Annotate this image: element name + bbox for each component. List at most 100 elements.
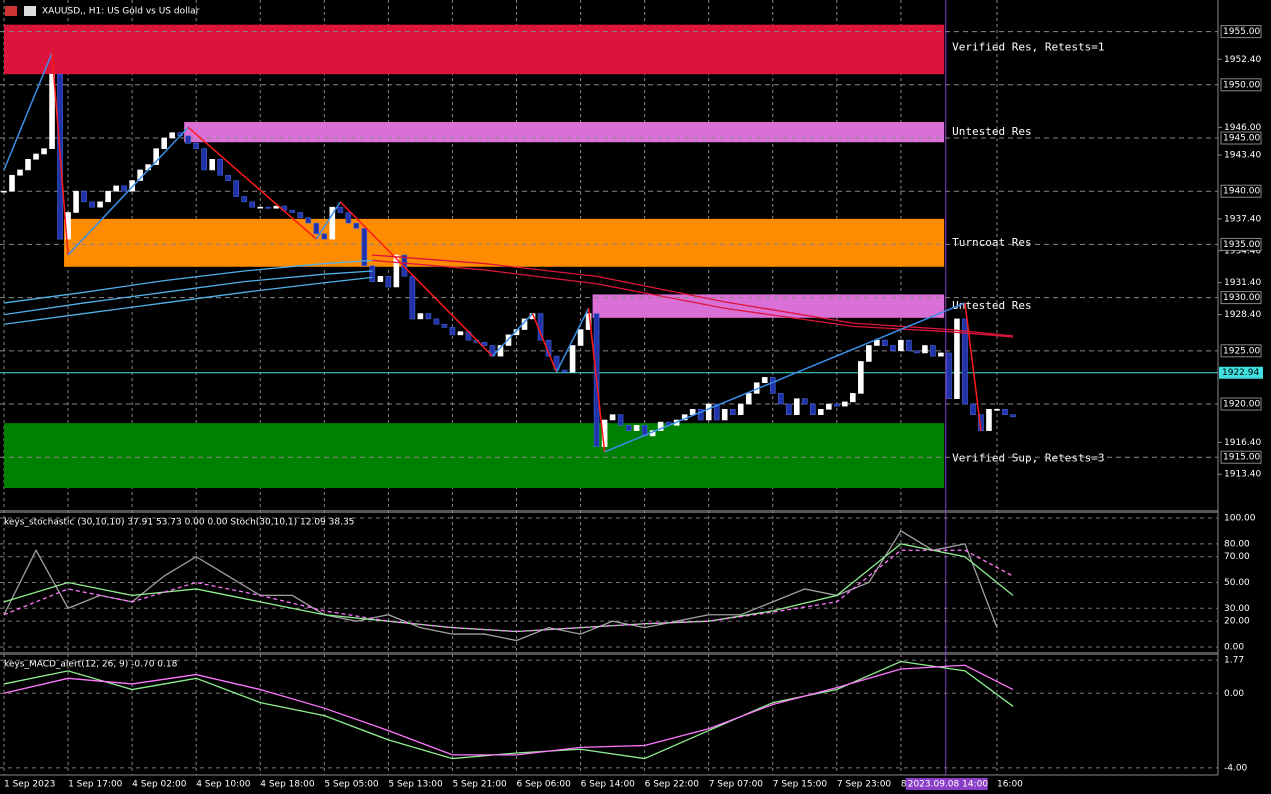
zone [4,24,945,75]
zone-label: Untested Res [952,299,1031,312]
candle [345,212,352,224]
candle [617,414,624,426]
y-tick-label: -4.00 [1224,763,1248,773]
candle [369,265,376,282]
candle [569,345,576,373]
current-price-box [1219,366,1263,379]
x-tick-label: 5 Sep 21:00 [452,780,507,790]
zone [184,122,945,143]
candle [553,355,560,371]
candle [81,190,87,203]
zone-label: Turncoat Res [952,236,1031,249]
candle [761,377,768,384]
candle [449,327,456,336]
level-box [1220,450,1262,464]
x-tick-label: 7 Sep 07:00 [709,780,764,790]
panel-divider [0,510,1218,513]
candle [297,212,304,219]
moving-average [3,276,373,325]
candle [425,313,432,320]
candle [930,345,936,357]
zigzag-segment [315,201,341,240]
candle [185,135,191,144]
candle [9,174,15,192]
candle [361,228,368,266]
candle [713,403,720,421]
zigzag-segment [964,302,982,431]
candle [105,190,111,203]
candle [169,132,175,139]
candle [970,403,976,415]
x-tick-label: 6 Sep 06:00 [517,780,572,790]
candle [785,403,792,415]
x-tick-label: 4 Sep 10:00 [196,780,251,790]
x-tick-label: 7 Sep 23:00 [837,780,892,790]
x-tick-label: 6 Sep 14:00 [581,780,636,790]
y-tick-label: 50.00 [1224,578,1250,588]
zone-label: Verified Sup, Retests=3 [952,452,1104,465]
zigzag-segment [67,126,189,256]
level-box [1220,397,1262,411]
level-label: 1930.00 [1223,293,1260,303]
level-box [1220,25,1262,39]
candle [801,398,808,405]
candle [153,148,159,165]
candle [577,329,584,346]
zigzag-segment [604,302,966,453]
level-label: 1920.00 [1223,400,1260,410]
candle [777,393,784,405]
stoch-title: keys_stochastic (30,10,10) 37.91 53.73 0… [4,518,354,528]
y-tick-label: 100.00 [1224,514,1256,524]
zigzag-segment [531,313,558,373]
candle [834,403,840,407]
moving-average [372,259,1014,338]
candle [810,403,816,415]
candle [914,350,920,354]
candle [898,339,904,352]
candle [89,201,95,208]
y-tick-label: 1937.40 [1224,214,1261,224]
candle [161,137,167,149]
candle [457,331,464,336]
candle [737,403,744,415]
y-tick-label: 0.00 [1224,642,1244,652]
level-label: 1945.00 [1223,134,1260,144]
current-price-label: 1922.94 [1222,368,1259,378]
candle [842,401,848,407]
candle [858,361,864,394]
candle [329,206,336,240]
level-label: 1915.00 [1223,453,1260,463]
candle [265,206,272,209]
y-tick-label: 1934.40 [1224,246,1261,256]
candle [225,174,232,181]
y-tick-label: 1943.40 [1224,151,1261,161]
candle [657,421,664,431]
chart-title: XAUUSD,, H1: US Gold vs US dollar [42,7,200,17]
crosshair-label: 2023.09.08 14:00 [908,780,989,790]
x-tick-label: 1 Sep 17:00 [68,780,123,790]
level-box [1220,344,1262,358]
moving-average [3,259,373,304]
x-tick-label: 4 Sep 18:00 [260,780,315,790]
zigzag-segment [491,313,534,357]
candle [954,318,960,400]
y-tick-label: 0.00 [1224,689,1244,699]
y-tick-label: 1916.40 [1224,438,1261,448]
candle [33,153,39,160]
zone-label: Verified Res, Retests=1 [952,40,1104,53]
candle [313,222,320,235]
candle [826,403,832,410]
candle [305,217,312,224]
candle [393,254,400,288]
y-tick-label: 1931.40 [1224,278,1261,288]
candle [73,190,79,213]
x-tick-label: 16:00 [997,780,1023,790]
moving-average [372,254,1014,337]
candle [1,190,7,193]
panel-divider [0,652,1218,655]
y-tick-label: 80.00 [1224,539,1250,549]
level-label: 1950.00 [1223,80,1260,90]
candle [705,403,712,421]
candle [769,377,776,394]
moving-average [3,270,373,316]
